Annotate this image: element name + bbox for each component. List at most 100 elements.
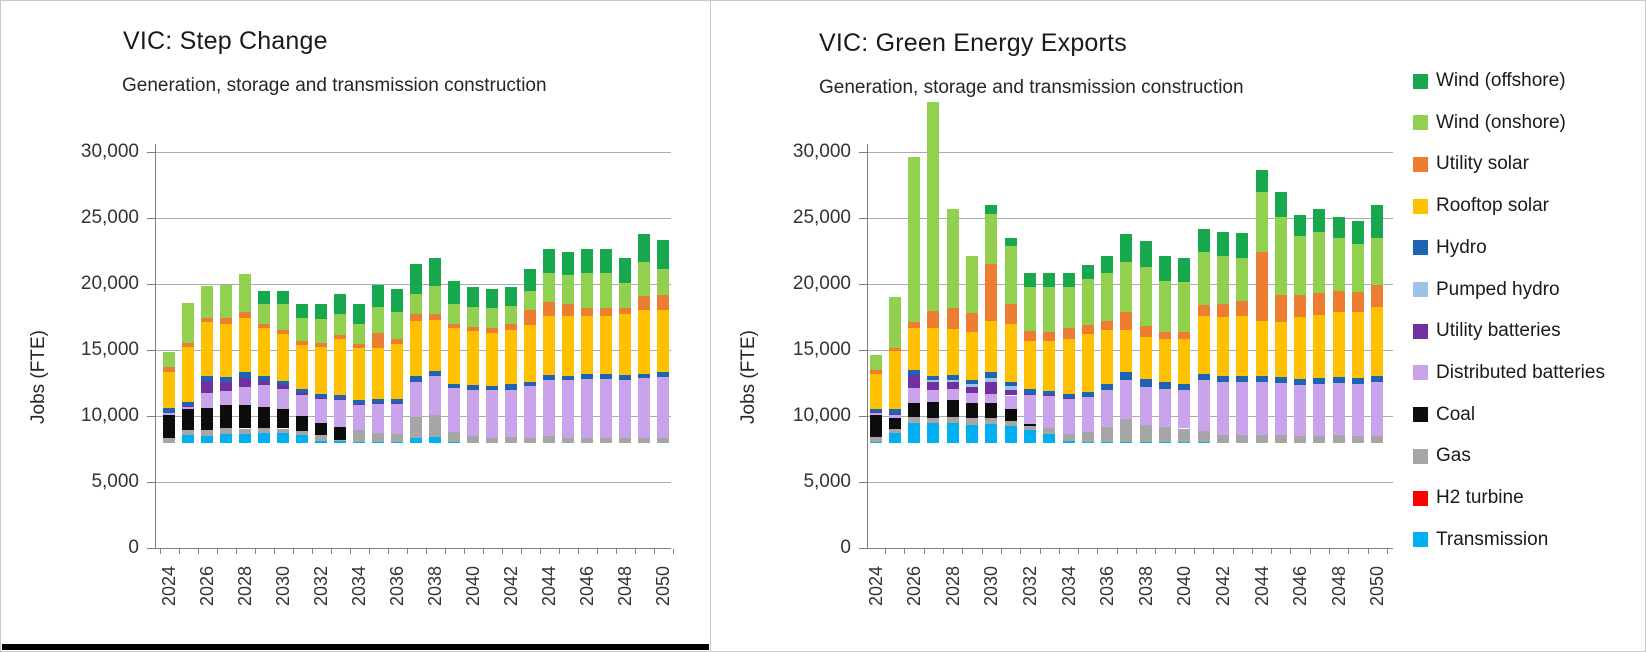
x-tick — [615, 549, 617, 554]
bar-segment-utility-solar — [315, 343, 327, 348]
bar-segment-gas — [505, 437, 517, 443]
bar-segment-rooftop-solar — [448, 328, 460, 384]
legend-item-utility-batteries: Utility batteries — [1413, 321, 1561, 340]
bar-segment-utility-solar — [1255, 251, 1268, 321]
x-tick-label-2046: 2046 — [577, 565, 597, 606]
legend-swatch-icon — [1413, 198, 1428, 214]
bar-segment-hydro — [182, 402, 194, 407]
bar-segment-transmission — [1197, 442, 1210, 443]
y-tick-label: 20,000 — [792, 273, 851, 294]
bar-segment-wind-onshore- — [505, 306, 517, 324]
bar-segment-transmission — [1043, 433, 1056, 443]
bar-segment-transmission — [1139, 441, 1152, 443]
bar-2046 — [581, 1, 593, 548]
bar-segment-gas — [946, 417, 959, 424]
bar-segment-transmission — [927, 423, 940, 443]
x-tick — [444, 549, 446, 554]
bar-segment-hydro — [1139, 379, 1152, 387]
bar-segment-wind-offshore- — [1313, 209, 1326, 232]
y-tick-label: 15,000 — [80, 339, 139, 360]
bar-segment-rooftop-solar — [619, 314, 631, 376]
bar-segment-hydro — [486, 385, 498, 391]
bar-2047 — [1313, 1, 1326, 548]
x-tick-label-2038: 2038 — [425, 565, 445, 606]
y-tick — [147, 350, 155, 351]
y-tick — [859, 152, 867, 153]
x-tick-label-2036: 2036 — [1097, 565, 1118, 606]
bar-segment-hydro — [1313, 378, 1326, 385]
bar-segment-gas — [1043, 427, 1056, 434]
bar-segment-gas — [543, 435, 555, 443]
bar-segment-wind-onshore- — [239, 274, 251, 313]
bar-segment-utility-solar — [239, 312, 251, 319]
bar-segment-wind-onshore- — [220, 285, 232, 319]
bar-segment-distributed-batteries — [448, 388, 460, 432]
bar-segment-gas — [163, 437, 175, 443]
bar-2034 — [353, 1, 365, 548]
bar-segment-transmission — [869, 441, 882, 443]
bar-segment-rooftop-solar — [1043, 340, 1056, 391]
bar-segment-rooftop-solar — [600, 315, 612, 374]
x-tick-label-2030: 2030 — [273, 565, 293, 606]
bar-segment-transmission — [1101, 441, 1114, 443]
y-tick-label: 30,000 — [792, 141, 851, 162]
y-axis-title-right: Jobs (FTE) — [738, 330, 759, 424]
bar-segment-coal — [1004, 408, 1017, 421]
x-tick-label-2038: 2038 — [1135, 565, 1156, 606]
x-tick — [178, 549, 180, 554]
bar-segment-utility-solar — [163, 367, 175, 372]
bar-segment-gas — [1120, 418, 1133, 442]
bar-2036 — [391, 1, 403, 548]
y-tick — [859, 350, 867, 351]
x-tick-label-2032: 2032 — [311, 565, 331, 606]
x-tick-label-2042: 2042 — [1212, 565, 1233, 606]
bar-segment-distributed-batteries — [334, 400, 346, 427]
bar-segment-utility-solar — [524, 310, 536, 325]
bar-segment-coal — [296, 415, 308, 432]
bar-segment-distributed-batteries — [163, 412, 175, 416]
bar-segment-utility-batteries — [888, 413, 901, 416]
bar-segment-wind-offshore- — [372, 284, 384, 308]
bar-segment-utility-solar — [619, 307, 631, 315]
x-tick — [482, 549, 484, 554]
bar-2049 — [1352, 1, 1364, 548]
x-tick — [981, 549, 983, 554]
bar-segment-pumped-hydro — [946, 379, 959, 383]
bar-segment-wind-onshore- — [966, 256, 978, 313]
bar-segment-wind-onshore- — [638, 261, 650, 296]
bar-2036 — [1101, 1, 1114, 548]
x-tick — [558, 549, 560, 554]
x-tick — [1136, 549, 1138, 554]
bar-segment-utility-batteries — [372, 403, 384, 405]
y-tick-label: 0 — [128, 537, 139, 558]
bar-segment-gas — [1004, 420, 1017, 426]
bar-segment-utility-batteries — [1004, 390, 1017, 396]
bar-segment-wind-offshore- — [562, 251, 574, 276]
bar-segment-wind-onshore- — [1255, 191, 1268, 252]
bar-segment-wind-onshore- — [524, 290, 536, 311]
bar-segment-utility-solar — [600, 308, 612, 316]
bar-segment-wind-offshore- — [391, 288, 403, 313]
bar-segment-wind-offshore- — [1062, 272, 1075, 288]
bar-segment-wind-offshore- — [1043, 272, 1056, 288]
x-tick-label-2040: 2040 — [463, 565, 483, 606]
bar-segment-rooftop-solar — [966, 332, 978, 380]
bar-segment-coal — [163, 415, 175, 438]
legend-item-coal: Coal — [1413, 405, 1475, 424]
bar-segment-transmission — [448, 442, 460, 443]
bar-segment-gas — [467, 436, 479, 443]
bar-segment-rooftop-solar — [1004, 323, 1017, 382]
bar-2030 — [277, 1, 289, 548]
x-tick — [1058, 549, 1060, 554]
bar-segment-gas — [353, 429, 365, 442]
bar-segment-rooftop-solar — [258, 327, 270, 377]
bar-segment-distributed-batteries — [1216, 382, 1229, 436]
bar-segment-transmission — [391, 442, 403, 443]
bar-segment-gas — [600, 438, 612, 443]
gridline-25,000 — [155, 218, 671, 219]
chart-title-green-energy-exports: VIC: Green Energy Exports — [819, 29, 1127, 57]
gridline-5,000 — [155, 482, 671, 483]
bar-segment-hydro — [1332, 377, 1345, 383]
bar-2050 — [1371, 1, 1384, 548]
bar-segment-utility-solar — [543, 302, 555, 316]
